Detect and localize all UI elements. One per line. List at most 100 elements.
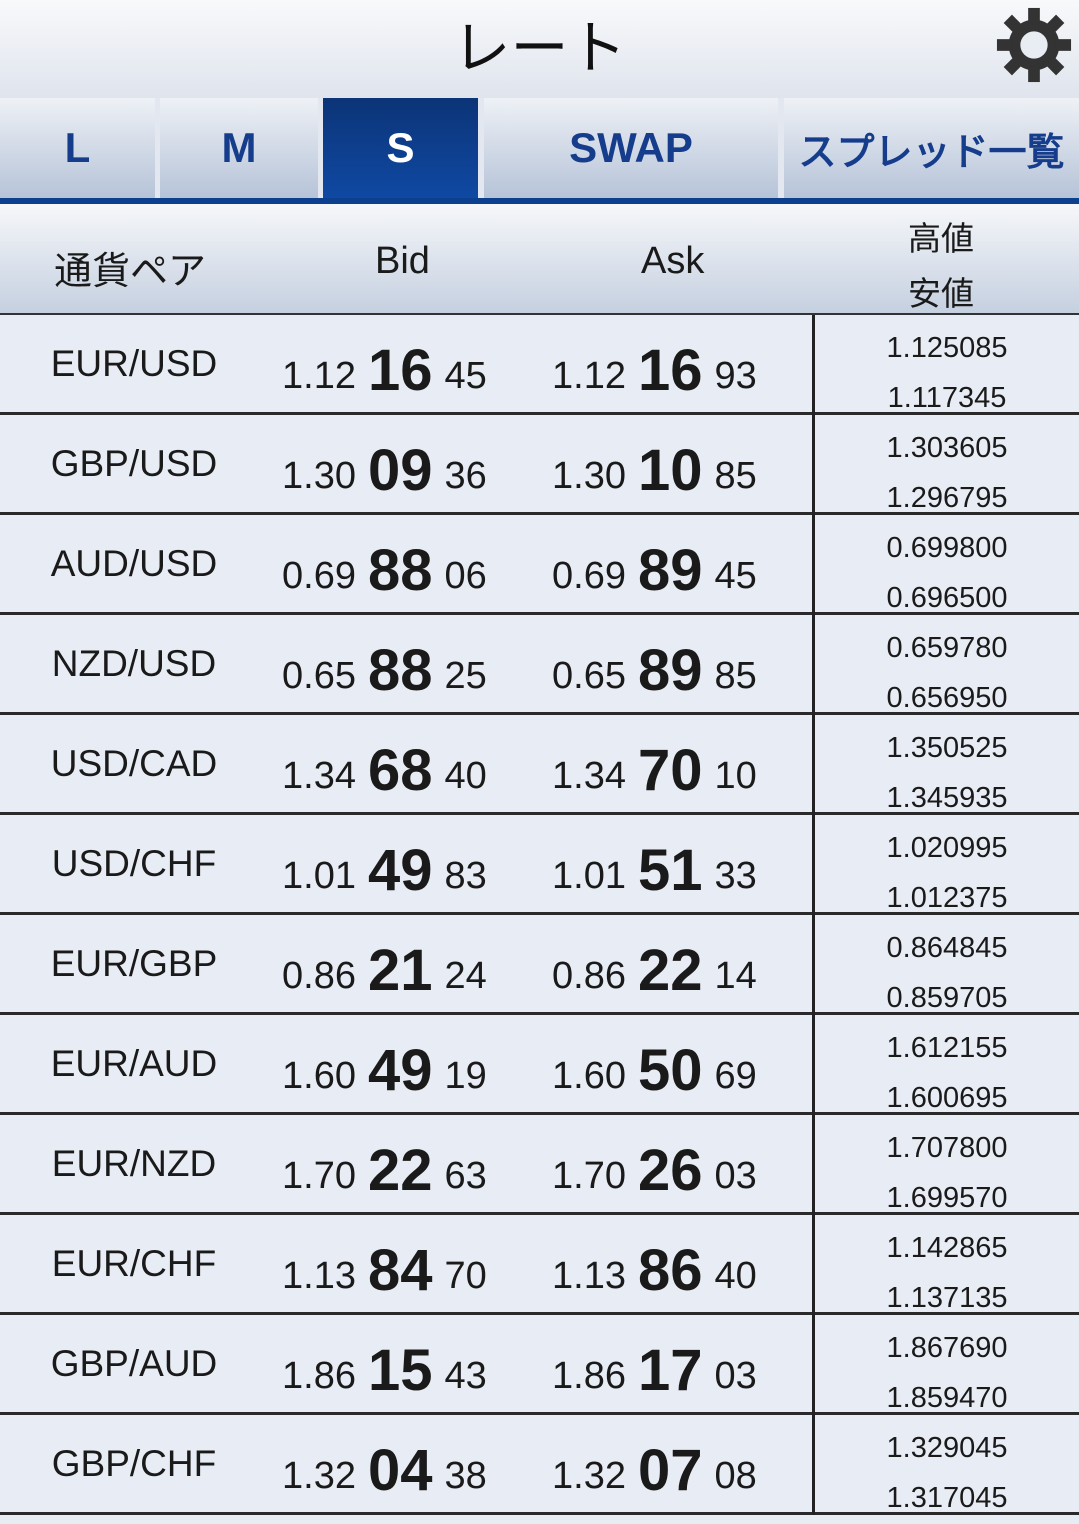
low-value: 1.600695 bbox=[886, 1082, 1008, 1114]
bid-pips: 88 bbox=[367, 538, 433, 603]
bid-price[interactable]: 0.86 21 24 bbox=[282, 937, 487, 1004]
header-bid: Bid bbox=[375, 240, 430, 282]
high-low: 1.329045 1.317045 bbox=[812, 1415, 1079, 1515]
tab-m[interactable]: M bbox=[160, 98, 318, 198]
ask-prefix: 1.70 bbox=[552, 1155, 626, 1197]
ask-pips: 51 bbox=[637, 838, 703, 903]
table-row[interactable]: AUD/USD 0.69 88 06 0.69 89 45 0.699800 0.6965… bbox=[0, 515, 1079, 615]
high-value: 1.142865 bbox=[886, 1232, 1008, 1264]
ask-prefix: 0.69 bbox=[552, 555, 626, 597]
bid-pips: 04 bbox=[367, 1438, 433, 1503]
ask-suffix: 03 bbox=[714, 1355, 757, 1397]
ask-suffix: 08 bbox=[714, 1455, 757, 1497]
table-row[interactable]: USD/CAD 1.34 68 40 1.34 70 10 1.350525 1.3459… bbox=[0, 715, 1079, 815]
bid-price[interactable]: 0.65 88 25 bbox=[282, 637, 487, 704]
low-value: 1.859470 bbox=[886, 1382, 1008, 1414]
ask-pips: 07 bbox=[637, 1438, 703, 1503]
header-pair: 通貨ペア bbox=[54, 251, 207, 293]
bid-price[interactable]: 1.70 22 63 bbox=[282, 1137, 487, 1204]
ask-price[interactable]: 1.01 51 33 bbox=[552, 837, 757, 904]
high-value: 1.350525 bbox=[886, 732, 1008, 764]
high-low: 1.142865 1.137135 bbox=[812, 1215, 1079, 1315]
low-value: 1.345935 bbox=[886, 782, 1008, 814]
rate-list: EUR/USD 1.12 16 45 1.12 16 93 1.125085 1.1173… bbox=[0, 315, 1079, 1515]
gear-icon[interactable] bbox=[995, 6, 1073, 84]
bid-prefix: 1.13 bbox=[282, 1255, 356, 1297]
ask-price[interactable]: 1.13 86 40 bbox=[552, 1237, 757, 1304]
table-row[interactable]: EUR/AUD 1.60 49 19 1.60 50 69 1.612155 1.6006… bbox=[0, 1015, 1079, 1115]
table-row[interactable]: EUR/GBP 0.86 21 24 0.86 22 14 0.864845 0.8597… bbox=[0, 915, 1079, 1015]
high-low: 0.699800 0.696500 bbox=[812, 515, 1079, 615]
high-low: 1.350525 1.345935 bbox=[812, 715, 1079, 815]
tab-bar: L M S SWAP スプレッド一覧 bbox=[0, 98, 1079, 204]
low-value: 0.696500 bbox=[886, 582, 1008, 614]
bid-prefix: 1.30 bbox=[282, 455, 356, 497]
table-header: 通貨ペア Bid Ask 高値 安値 bbox=[0, 204, 1079, 315]
bid-prefix: 1.86 bbox=[282, 1355, 356, 1397]
tab-swap[interactable]: SWAP bbox=[484, 98, 778, 198]
table-row[interactable]: GBP/AUD 1.86 15 43 1.86 17 03 1.867690 1.8594… bbox=[0, 1315, 1079, 1415]
low-value: 0.656950 bbox=[886, 682, 1008, 714]
ask-price[interactable]: 0.69 89 45 bbox=[552, 537, 757, 604]
table-row[interactable]: GBP/USD 1.30 09 36 1.30 10 85 1.303605 1.2967… bbox=[0, 415, 1079, 515]
table-row[interactable]: NZD/USD 0.65 88 25 0.65 89 85 0.659780 0.6569… bbox=[0, 615, 1079, 715]
ask-price[interactable]: 1.86 17 03 bbox=[552, 1337, 757, 1404]
currency-pair: AUD/USD bbox=[50, 542, 218, 584]
ask-prefix: 1.01 bbox=[552, 855, 626, 897]
bid-price[interactable]: 1.34 68 40 bbox=[282, 737, 487, 804]
high-value: 1.612155 bbox=[886, 1032, 1008, 1064]
ask-price[interactable]: 0.65 89 85 bbox=[552, 637, 757, 704]
bid-price[interactable]: 1.60 49 19 bbox=[282, 1037, 487, 1104]
header-low: 安値 bbox=[908, 275, 974, 312]
high-low: 0.864845 0.859705 bbox=[812, 915, 1079, 1015]
ask-price[interactable]: 0.86 22 14 bbox=[552, 937, 757, 1004]
ask-prefix: 1.86 bbox=[552, 1355, 626, 1397]
table-row[interactable]: EUR/CHF 1.13 84 70 1.13 86 40 1.142865 1.1371… bbox=[0, 1215, 1079, 1315]
table-row[interactable]: USD/CHF 1.01 49 83 1.01 51 33 1.020995 1.0123… bbox=[0, 815, 1079, 915]
high-low: 1.020995 1.012375 bbox=[812, 815, 1079, 915]
bid-price[interactable]: 1.12 16 45 bbox=[282, 337, 487, 404]
high-value: 1.867690 bbox=[886, 1332, 1008, 1364]
low-value: 1.117345 bbox=[887, 382, 1007, 414]
bid-price[interactable]: 1.86 15 43 bbox=[282, 1337, 487, 1404]
ask-price[interactable]: 1.32 07 08 bbox=[552, 1437, 757, 1504]
ask-price[interactable]: 1.12 16 93 bbox=[552, 337, 757, 404]
bid-price[interactable]: 1.13 84 70 bbox=[282, 1237, 487, 1304]
ask-pips: 26 bbox=[637, 1138, 703, 1203]
ask-price[interactable]: 1.60 50 69 bbox=[552, 1037, 757, 1104]
ask-prefix: 1.30 bbox=[552, 455, 626, 497]
high-value: 1.329045 bbox=[886, 1432, 1008, 1464]
table-row[interactable]: GBP/CHF 1.32 04 38 1.32 07 08 1.329045 1.3170… bbox=[0, 1415, 1079, 1515]
table-row[interactable]: EUR/NZD 1.70 22 63 1.70 26 03 1.707800 1.6995… bbox=[0, 1115, 1079, 1215]
bid-price[interactable]: 1.30 09 36 bbox=[282, 437, 487, 504]
low-value: 0.859705 bbox=[886, 982, 1008, 1014]
high-value: 0.699800 bbox=[886, 532, 1008, 564]
bid-pips: 84 bbox=[367, 1238, 433, 1303]
currency-pair: USD/CHF bbox=[51, 842, 217, 884]
bid-prefix: 1.12 bbox=[282, 355, 356, 397]
currency-pair: GBP/AUD bbox=[50, 1342, 218, 1384]
bid-price[interactable]: 1.32 04 38 bbox=[282, 1437, 487, 1504]
ask-price[interactable]: 1.34 70 10 bbox=[552, 737, 757, 804]
tab-l[interactable]: L bbox=[0, 98, 155, 198]
tab-s[interactable]: S bbox=[323, 98, 478, 198]
ask-pips: 89 bbox=[637, 538, 703, 603]
bid-price[interactable]: 1.01 49 83 bbox=[282, 837, 487, 904]
bid-prefix: 1.70 bbox=[282, 1155, 356, 1197]
ask-suffix: 33 bbox=[714, 855, 757, 897]
low-value: 1.699570 bbox=[886, 1182, 1008, 1214]
ask-price[interactable]: 1.30 10 85 bbox=[552, 437, 757, 504]
ask-suffix: 69 bbox=[714, 1055, 757, 1097]
high-value: 0.659780 bbox=[886, 632, 1008, 664]
bid-prefix: 1.32 bbox=[282, 1455, 356, 1497]
table-row[interactable]: EUR/USD 1.12 16 45 1.12 16 93 1.125085 1.1173… bbox=[0, 315, 1079, 415]
tab-spread-list[interactable]: スプレッド一覧 bbox=[784, 98, 1079, 198]
ask-suffix: 03 bbox=[714, 1155, 757, 1197]
bid-pips: 16 bbox=[367, 338, 433, 403]
currency-pair: NZD/USD bbox=[51, 642, 217, 684]
high-value: 1.125085 bbox=[886, 332, 1008, 364]
ask-price[interactable]: 1.70 26 03 bbox=[552, 1137, 757, 1204]
bid-price[interactable]: 0.69 88 06 bbox=[282, 537, 487, 604]
bid-prefix: 1.34 bbox=[282, 755, 356, 797]
high-value: 1.303605 bbox=[886, 432, 1008, 464]
